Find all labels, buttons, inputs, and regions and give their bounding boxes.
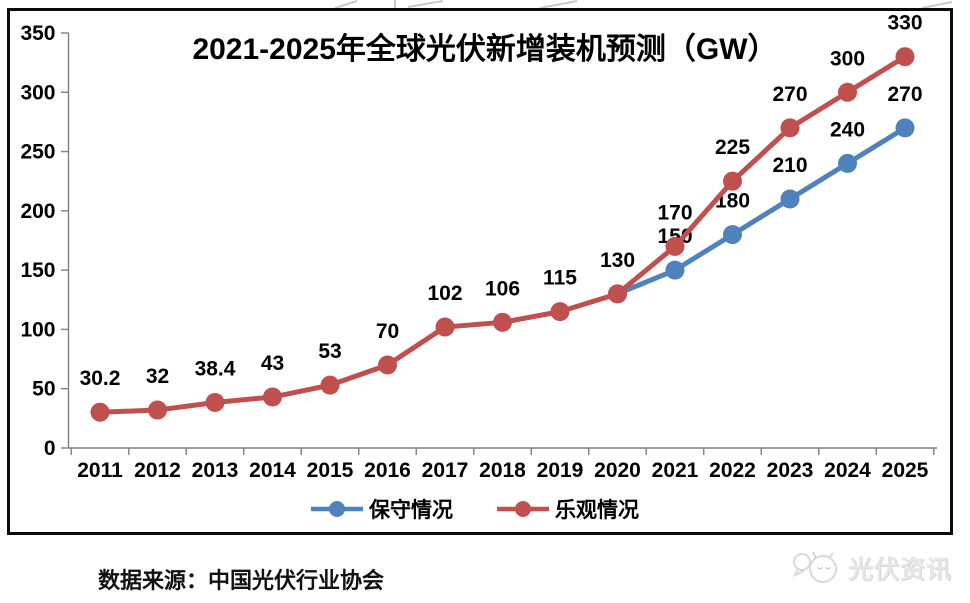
y-tick-label: 300 <box>20 81 55 104</box>
x-tick-label: 2015 <box>307 459 354 482</box>
y-tick-label: 250 <box>20 141 55 164</box>
optimistic-data-point <box>665 236 685 256</box>
x-tick-label: 2024 <box>824 459 871 482</box>
optimistic-data-point <box>378 355 397 375</box>
x-tick-label: 2013 <box>192 459 239 482</box>
optimistic-data-label: 270 <box>772 83 807 106</box>
y-tick-label: 350 <box>20 22 55 45</box>
optimistic-data-point <box>608 284 627 304</box>
conservative-data-label: 240 <box>830 118 865 141</box>
optimistic-data-label: 53 <box>318 340 341 363</box>
optimistic-data-point <box>723 171 742 191</box>
optimistic-data-point <box>780 118 800 138</box>
x-tick-label: 2012 <box>134 459 181 482</box>
x-tick-label: 2017 <box>422 459 469 482</box>
y-tick-label: 100 <box>20 318 55 341</box>
optimistic-data-point <box>320 375 340 395</box>
conservative-data-point <box>895 118 915 138</box>
x-tick-label: 2019 <box>537 459 584 482</box>
x-tick-label: 2022 <box>709 459 756 482</box>
optimistic-data-label: 300 <box>830 47 865 70</box>
optimistic-data-point <box>838 82 857 102</box>
y-tick-label: 150 <box>20 259 55 282</box>
mascot-icon <box>792 551 837 583</box>
watermark-top-partial <box>334 0 953 9</box>
optimistic-data-label: 106 <box>485 277 520 300</box>
conservative-data-label: 210 <box>772 154 807 177</box>
legend-item: 保守情况 <box>311 494 453 524</box>
legend-label: 保守情况 <box>369 499 453 522</box>
y-tick-label: 200 <box>20 200 55 223</box>
optimistic-data-point <box>895 47 915 67</box>
x-tick-label: 2021 <box>652 459 699 482</box>
optimistic-data-label: 115 <box>543 267 577 290</box>
conservative-data-point <box>723 225 742 245</box>
conservative-data-point <box>665 260 685 280</box>
optimistic-data-label: 43 <box>261 352 284 375</box>
conservative-data-point <box>780 189 800 209</box>
conservative-data-label: 180 <box>715 190 750 213</box>
legend-marker <box>497 501 549 517</box>
optimistic-data-point <box>493 312 512 332</box>
optimistic-data-label: 38.4 <box>195 357 236 380</box>
optimistic-data-point <box>148 400 167 420</box>
x-tick-label: 2020 <box>594 459 641 482</box>
optimistic-data-point <box>205 392 225 412</box>
chart-title: 2021-2025年全球光伏新增装机预测（GW） <box>192 33 778 66</box>
chart-frame <box>7 8 953 535</box>
optimistic-data-label: 32 <box>146 365 169 388</box>
optimistic-data-label: 102 <box>427 282 462 305</box>
optimistic-data-point <box>90 402 110 422</box>
watermark-text: 光伏资讯 <box>848 556 953 584</box>
optimistic-data-point <box>263 387 282 407</box>
x-tick-label: 2023 <box>767 459 814 482</box>
optimistic-data-label: 30.2 <box>80 367 121 390</box>
conservative-data-label: 150 <box>657 225 692 248</box>
conservative-data-point <box>838 153 857 173</box>
optimistic-data-point <box>550 302 570 322</box>
y-tick-label: 0 <box>44 437 56 460</box>
data-source-text: 数据来源：中国光伏行业协会 <box>98 568 385 593</box>
optimistic-data-label: 70 <box>376 320 399 343</box>
x-tick-label: 2014 <box>249 459 296 482</box>
optimistic-data-point <box>435 317 455 337</box>
x-tick-label: 2016 <box>364 459 411 482</box>
y-tick-label: 50 <box>32 378 55 401</box>
x-tick-label: 2011 <box>77 459 123 482</box>
optimistic-data-label: 330 <box>887 12 922 35</box>
conservative-data-label: 270 <box>887 83 922 106</box>
conservative-series-line <box>615 125 908 297</box>
x-tick-label: 2025 <box>882 459 929 482</box>
chart-legend: 保守情况 乐观情况 <box>0 494 950 524</box>
optimistic-data-label: 225 <box>715 136 750 159</box>
legend-item: 乐观情况 <box>497 494 639 524</box>
optimistic-data-label: 170 <box>657 201 692 224</box>
optimistic-data-label: 130 <box>600 249 635 272</box>
x-tick-label: 2018 <box>479 459 526 482</box>
publisher-watermark: 光伏资讯 <box>790 548 952 588</box>
legend-marker <box>311 501 363 517</box>
legend-label: 乐观情况 <box>555 499 639 522</box>
